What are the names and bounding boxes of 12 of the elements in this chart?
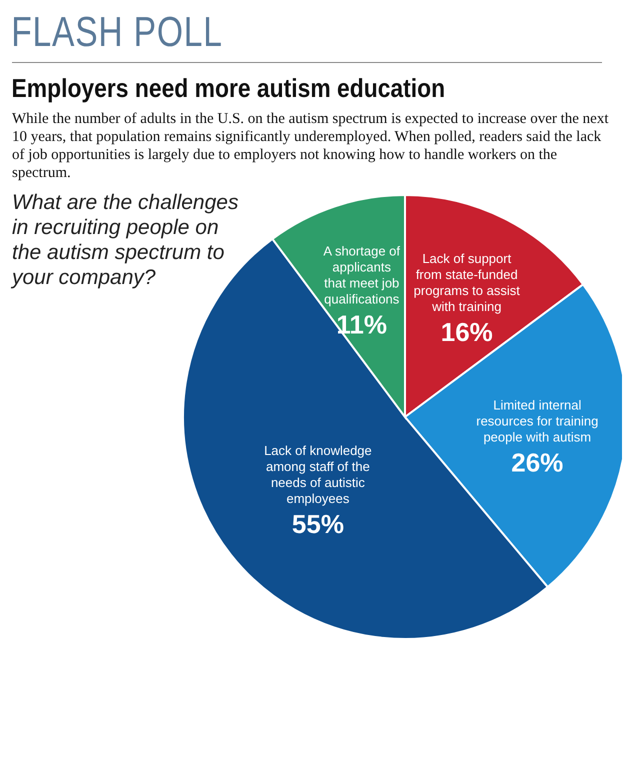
chart-title: FLASH POLL: [10, 8, 224, 56]
text: While the number of adults in the U.S. on the autism spectrum is expected to increase over the next 10 years, that population remains significantly underemployed. When polled, readers said the lack of job opportunities is largely due to employers not knowing how to handle workers on the spectrum.: [11, 110, 610, 182]
chart-subtitle: Employers need more autism education: [10, 73, 446, 104]
data-label: 11%: [336, 309, 388, 340]
slice-label: A shortage of applicants that meet job qualifications: [323, 243, 400, 306]
data-label: 55%: [292, 508, 344, 539]
data-label: 26%: [511, 447, 564, 478]
slice-label: Limited internal resources for training people with autism: [476, 397, 598, 444]
data-label: 16%: [440, 317, 493, 347]
text: What are the challenges in recruiting people on the autism spectrum to your company?: [12, 190, 240, 290]
slice-label: Lack of knowledge among staff of the needs of autistic employees: [264, 442, 372, 506]
slice-label: Lack of support from state-funded programs to assist with training: [414, 251, 520, 314]
